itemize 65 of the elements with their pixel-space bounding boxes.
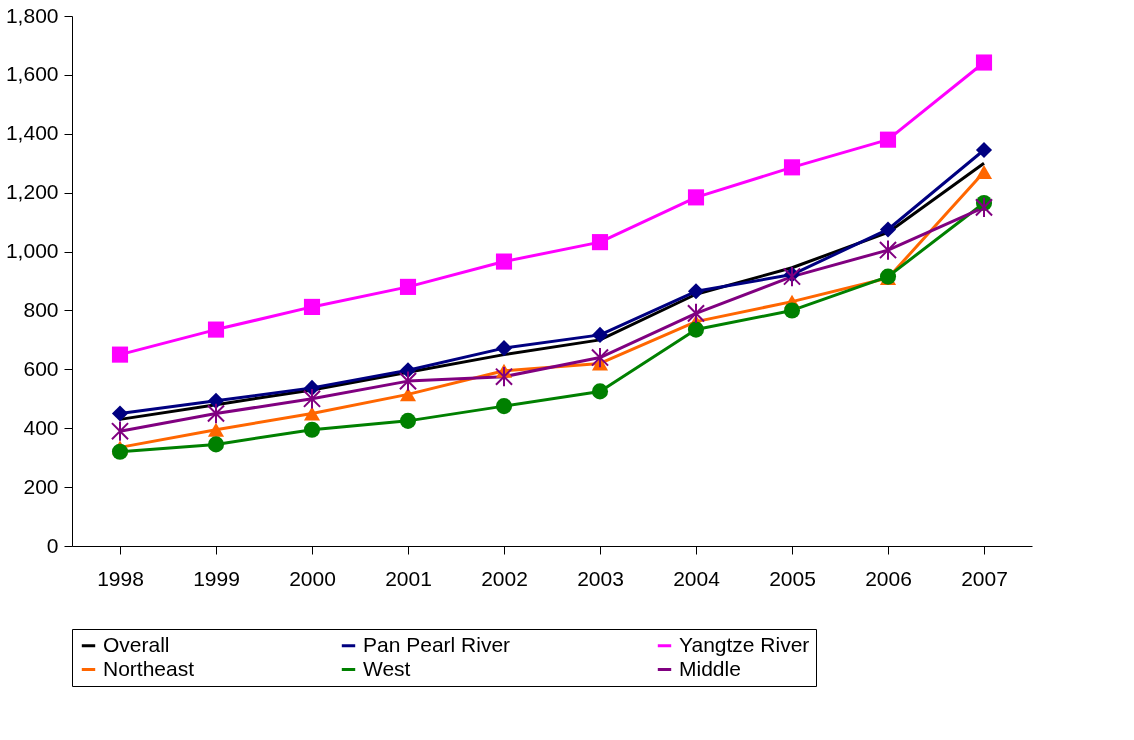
x-tick-label: 2003 xyxy=(577,566,624,590)
point xyxy=(590,346,610,369)
point xyxy=(782,265,802,288)
point xyxy=(687,189,705,206)
y-tick-label: 600 xyxy=(23,356,59,380)
legend-label: West xyxy=(363,656,411,680)
y-tick-label: 1,600 xyxy=(5,62,59,86)
y-tick-label: 800 xyxy=(23,297,59,321)
point xyxy=(399,278,417,295)
x-tick-label: 2004 xyxy=(673,566,721,590)
legend-label: Northeast xyxy=(103,656,195,680)
point xyxy=(111,405,129,422)
x-tick-label: 1998 xyxy=(97,566,144,590)
x-tick-label: 2000 xyxy=(289,566,336,590)
point xyxy=(111,443,129,460)
x-tick-label: 1999 xyxy=(193,566,240,590)
y-tick-label: 1,000 xyxy=(5,239,59,263)
point xyxy=(975,165,993,180)
point xyxy=(303,298,321,315)
y-tick-label: 0 xyxy=(46,533,59,557)
point xyxy=(591,234,609,251)
point xyxy=(303,421,321,438)
x-tick-label: 2002 xyxy=(481,566,528,590)
y-tick-label: 1,400 xyxy=(5,121,59,145)
point xyxy=(495,253,513,270)
point xyxy=(495,340,513,357)
point xyxy=(207,422,225,437)
y-tick-label: 200 xyxy=(23,474,59,498)
x-tick-label: 2007 xyxy=(961,566,1008,590)
point xyxy=(878,239,898,261)
point xyxy=(399,387,417,402)
y-tick-label: 1,200 xyxy=(5,180,59,204)
point xyxy=(495,398,513,415)
point xyxy=(111,346,129,363)
point xyxy=(879,131,897,148)
legend-label: Middle xyxy=(679,656,741,680)
point xyxy=(399,412,417,429)
point xyxy=(207,321,225,338)
point xyxy=(975,54,993,71)
point xyxy=(110,420,130,442)
point xyxy=(591,326,609,343)
legend-label: Overall xyxy=(103,632,170,656)
point xyxy=(207,436,225,453)
point xyxy=(974,196,994,219)
point xyxy=(206,402,226,425)
point xyxy=(687,283,705,300)
point xyxy=(783,302,801,319)
y-tick-label: 400 xyxy=(23,415,59,439)
point xyxy=(687,321,705,338)
point xyxy=(494,366,514,388)
point xyxy=(591,383,609,400)
point xyxy=(398,370,418,392)
point xyxy=(975,141,993,159)
x-tick-label: 2001 xyxy=(385,566,432,590)
x-tick-label: 2006 xyxy=(865,566,912,590)
y-tick-label: 1,800 xyxy=(5,3,59,27)
point xyxy=(207,392,225,409)
point xyxy=(686,302,706,325)
point xyxy=(783,159,801,176)
legend-label: Pan Pearl River xyxy=(363,632,511,656)
point xyxy=(303,406,321,421)
legend-label: Yangtze River xyxy=(679,632,810,656)
point xyxy=(879,221,897,238)
x-tick-label: 2005 xyxy=(769,566,816,590)
point xyxy=(302,388,322,410)
